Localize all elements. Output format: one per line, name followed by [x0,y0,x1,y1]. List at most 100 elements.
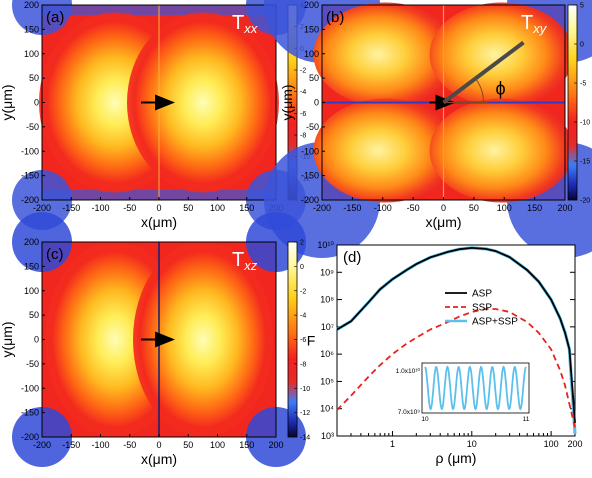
x-tick-label: -200 [313,203,331,213]
x-tick-label: 100 [210,203,225,213]
y-tick-label: 10⁵ [320,376,334,386]
inset-x-tick-label: 11 [523,416,530,423]
y-tick-label: -50 [26,359,39,369]
x-tick-label: -100 [91,440,109,450]
panel-b-heatmap: -200 -150 -100 -50 0 50 100 150 200200150100500-… [264,0,592,258]
y-tick-label: 10⁴ [320,404,334,414]
y-tick-label: -100 [21,383,39,393]
y-tick-label: -100 [21,146,39,156]
x-tick-label: -50 [407,203,420,213]
y-tick-label: 150 [304,24,319,34]
panel-label: (c) [46,246,64,263]
x-tick-label: 100 [210,440,225,450]
colorbar-tick-label: -5 [580,81,586,88]
y-tick-label: 10¹⁰ [317,240,334,250]
y-tick-label: 10⁶ [320,349,334,359]
x-tick-label: -200 [33,203,51,213]
x-tick-label: 50 [183,440,193,450]
y-tick-label: 100 [24,286,39,296]
colorbar-tick-label: -4 [300,89,306,96]
panel-a-heatmap: -200-150-100-50050100150200200150100500-… [0,0,310,230]
legend-label: ASP [472,289,492,300]
x-tick-label: 200 [268,440,283,450]
x-tick-label: 100 [497,203,512,213]
colorbar-tick-label: -12 [300,410,310,417]
heatmap-lobe [313,98,458,203]
x-tick-label: -100 [374,203,392,213]
y-tick-label: 0 [34,98,39,108]
y-axis-label: y(μm) [0,321,15,357]
y-tick-label: 200 [24,0,39,10]
y-tick-label: -150 [301,171,319,181]
angle-ray [442,40,525,105]
y-tick-label: 10⁹ [320,267,334,277]
colorbar-tick-label: -15 [580,159,590,166]
panel-label: (d) [343,249,361,266]
y-tick-label: -100 [301,146,319,156]
x-tick-label: -150 [343,203,361,213]
heatmap-lobe [133,241,273,438]
x-tick-label: 150 [239,440,254,450]
x-tick-label: 150 [239,203,254,213]
x-tick-label: -200 [33,440,51,450]
y-tick-label: 0 [314,98,319,108]
heatmap-lobe [429,98,574,203]
x-axis-label: x(μm) [425,214,461,230]
component-label: Txy [521,12,548,36]
y-tick-label: -150 [21,171,39,181]
y-tick-label: -200 [21,432,39,442]
x-axis-label: ρ (μm) [436,450,477,466]
x-tick-label: -150 [62,203,80,213]
colorbar [567,4,578,201]
y-tick-label: 10⁷ [321,322,334,332]
y-tick-label: 50 [309,73,319,83]
x-tick-label: 200 [557,203,572,213]
x-tick-label: 100 [544,439,559,449]
x-tick-label: 0 [441,203,446,213]
y-axis-label: F [307,333,316,349]
x-tick-label: 150 [527,203,542,213]
colorbar-tick-label: -20 [580,198,590,205]
colorbar-tick-label: -8 [300,361,306,368]
y-tick-label: 150 [24,261,39,271]
colorbar-tick-label: -6 [300,337,306,344]
x-tick-label: 200 [567,439,582,449]
y-tick-label: 50 [29,73,39,83]
inset-y-tick-label: 1.0x10¹⁰ [396,367,421,375]
colorbar-tick-label: 2 [300,240,304,247]
y-tick-label: -50 [306,122,319,132]
y-tick-label: 200 [24,237,39,247]
x-tick-label: 0 [156,440,161,450]
colorbar-tick-label: -10 [300,386,310,393]
y-tick-label: -50 [26,122,39,132]
y-axis-label: y(μm) [0,84,15,120]
colorbar-tick-label: -10 [580,120,590,127]
component-subscript: xy [532,21,548,36]
y-tick-label: -150 [21,408,39,418]
y-tick-label: -200 [21,195,39,205]
x-tick-label: 50 [469,203,479,213]
y-tick-label: 10³ [321,431,334,441]
panel-c-heatmap: -200 -150 -100 -50 0 50 100 150 200200150100500-… [0,212,310,467]
colorbar-tick-label: 0 [300,264,304,271]
y-tick-label: 100 [24,49,39,59]
y-tick-label: 200 [304,0,319,10]
angle-label: ϕ [496,79,506,99]
x-tick-label: -100 [91,203,109,213]
y-tick-label: -200 [301,195,319,205]
y-axis-label: y(μm) [279,84,295,120]
colorbar-tick-label: -8 [300,133,306,140]
legend-label: SSP [472,303,492,314]
series-line-asp [336,246,576,424]
panel-label: (a) [46,9,64,26]
colorbar-tick-label: -2 [300,68,306,75]
inset-series-line [424,365,527,411]
heatmap-lobe [313,2,458,107]
legend-label: ASP+SSP [472,317,518,328]
x-tick-label: 1 [390,439,395,449]
colorbar-tick-label: 5 [580,3,584,10]
colorbar-tick-label: -4 [300,313,306,320]
colorbar-tick-label: -6 [300,111,306,118]
x-tick-label: 10 [467,439,477,449]
